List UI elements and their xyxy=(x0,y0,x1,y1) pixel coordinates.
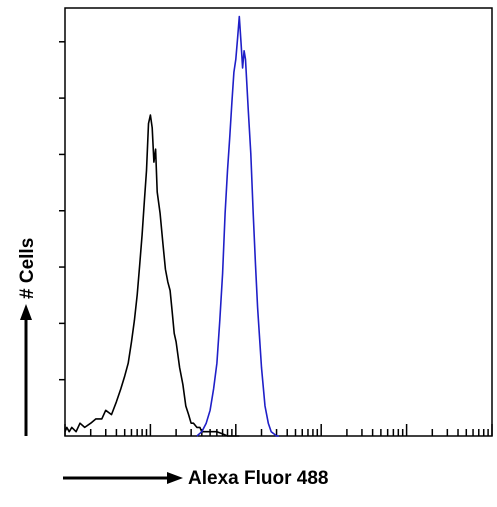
plot-frame xyxy=(64,7,493,437)
x-axis-label: Alexa Fluor 488 xyxy=(188,468,328,489)
x-axis-ticks xyxy=(64,424,493,436)
series-layer xyxy=(64,15,279,437)
y-axis-arrowhead xyxy=(20,304,32,320)
series-line-2 xyxy=(196,15,279,437)
y-axis-ticks xyxy=(59,41,65,381)
y-axis-label: # Cells xyxy=(17,238,38,299)
x-axis-arrowhead xyxy=(167,472,183,484)
series-line-1 xyxy=(64,114,240,437)
